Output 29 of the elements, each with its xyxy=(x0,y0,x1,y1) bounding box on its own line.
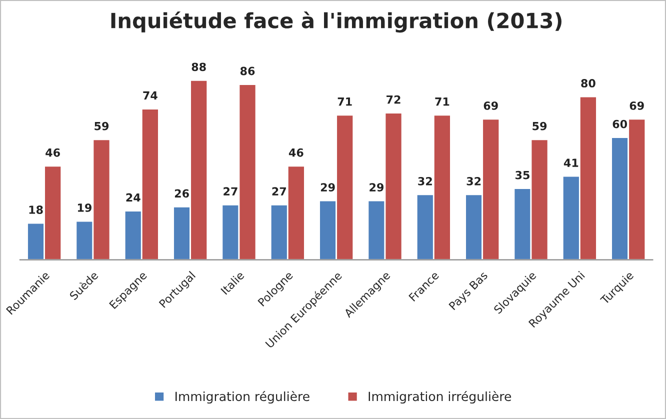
data-label: 29 xyxy=(320,183,335,192)
data-label: 32 xyxy=(466,176,481,186)
data-label: 41 xyxy=(564,158,578,167)
data-label: 88 xyxy=(192,62,206,72)
data-label: 29 xyxy=(370,183,384,192)
legend-label: Immigration régulière xyxy=(176,390,310,404)
data-label: 46 xyxy=(46,148,60,157)
data-label: 71 xyxy=(435,98,450,106)
legend-label: Immigration irrégulière xyxy=(368,390,512,404)
data-label: 60 xyxy=(612,120,628,128)
data-label: 71 xyxy=(338,98,352,106)
data-label: 35 xyxy=(516,170,530,180)
data-label: 24 xyxy=(126,193,140,202)
data-label: 86 xyxy=(240,66,255,76)
data-label: 46 xyxy=(288,148,304,157)
data-label: 59 xyxy=(94,122,109,130)
data-label: 27 xyxy=(224,187,238,196)
data-label: 69 xyxy=(630,101,644,110)
data-label: 59 xyxy=(532,122,547,130)
data-label: 19 xyxy=(78,204,92,212)
data-label: 80 xyxy=(581,79,596,88)
data-label: 74 xyxy=(143,91,158,100)
data-label: 18 xyxy=(29,206,43,214)
data-label: 72 xyxy=(386,95,400,104)
data-label: 27 xyxy=(272,187,286,196)
data-label: 69 xyxy=(484,101,498,110)
chart-title: Inquiétude face à l'immigration (2013) xyxy=(111,11,562,33)
data-label: 26 xyxy=(174,189,189,198)
data-label: 32 xyxy=(418,176,432,186)
